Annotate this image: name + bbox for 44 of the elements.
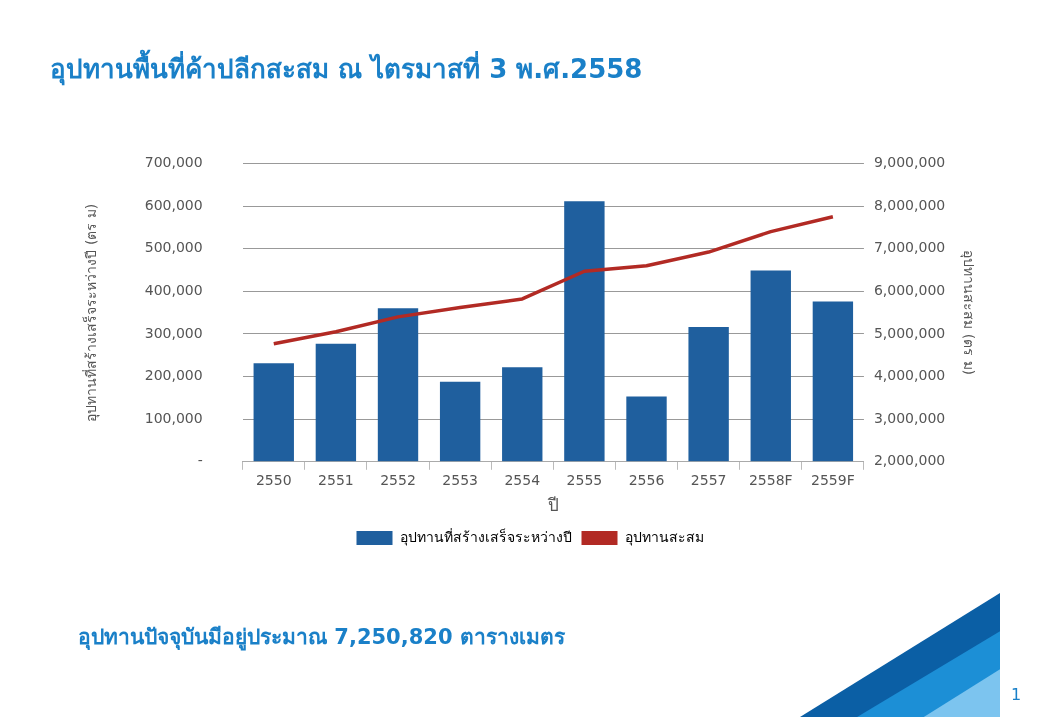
bar: [315, 343, 357, 462]
bar: [750, 270, 791, 462]
y2-tick-label: 4,000,000: [873, 367, 946, 384]
y-tick-label: 300,000: [144, 324, 203, 341]
bar: [502, 367, 543, 462]
x-tick-label: 2552: [380, 471, 416, 488]
x-tick-label: 2550: [255, 471, 292, 488]
y2-tick-label: 6,000,000: [873, 281, 946, 298]
y-tick-label: 500,000: [144, 239, 203, 256]
x-tick-label: 2553: [442, 471, 478, 488]
x-axis-title: ปี: [546, 495, 559, 516]
x-tick-label: 2557: [690, 471, 727, 488]
y2-axis-title: อุปทานสะสม (ตร ม): [959, 250, 977, 376]
y-tick-label: 700,000: [144, 154, 203, 171]
x-tick-label: 2559F: [811, 471, 855, 488]
y-axis-title: อุปทานที่สร้างเสร็จระหว่างปี (ตร ม): [82, 203, 101, 422]
y2-tick-label: 5,000,000: [873, 324, 946, 341]
bar: [626, 396, 667, 462]
y-tick-label: 400,000: [144, 281, 203, 298]
y-tick-label: 100,000: [144, 409, 203, 426]
bar: [688, 327, 729, 462]
y2-tick-label: 3,000,000: [873, 409, 946, 426]
y-tick-label: -: [197, 452, 203, 469]
y2-tick-label: 2,000,000: [873, 452, 946, 469]
x-tick-label: 2556: [628, 471, 665, 488]
x-tick-label: 2555: [566, 471, 603, 488]
bar: [439, 381, 481, 462]
y2-tick-label: 8,000,000: [873, 196, 946, 213]
y2-tick-label: 9,000,000: [873, 154, 946, 171]
y-tick-label: 600,000: [144, 196, 203, 213]
text: อุปทานปัจจุบันมีอยู่ประมาณ 7,250,820 ตารางเมตร: [78, 624, 565, 653]
legend-label: อุปทานสะสม: [624, 528, 704, 546]
bar: [377, 308, 419, 462]
bar: [253, 363, 294, 462]
legend-label: อุปทานที่สร้างเสร็จระหว่างปี: [399, 527, 572, 546]
bar: [812, 301, 854, 462]
text: 1: [1008, 685, 1025, 704]
y-tick-label: 200,000: [144, 367, 203, 384]
x-tick-label: 2551: [318, 471, 354, 488]
chart-title: อุปทานพื้นที่ค้าปลีกสะสม ณ ไตรมาสที่ 3 พ.ศ.2558: [50, 48, 643, 88]
x-tick-label: 2554: [504, 471, 541, 488]
bar: [564, 201, 605, 462]
x-tick-label: 2558F: [748, 471, 793, 488]
y2-tick-label: 7,000,000: [873, 239, 946, 256]
